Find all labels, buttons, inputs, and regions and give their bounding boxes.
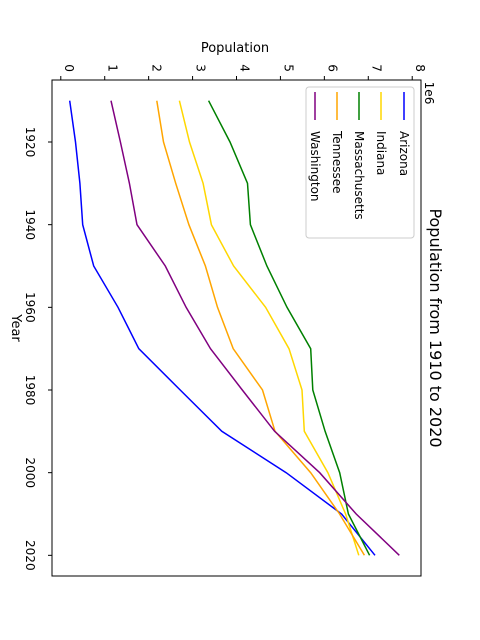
x-ticks: 1920 1940 1960 1980 2000 2020 [23, 127, 52, 571]
x-tick-label: 1920 [23, 127, 37, 158]
x-axis-title: Year [8, 313, 23, 342]
legend-label-tennessee: Tennessee [330, 130, 344, 194]
y-tick-label: 3 [194, 64, 208, 72]
y-tick-label: 6 [325, 64, 339, 72]
x-tick-label: 1960 [23, 292, 37, 323]
y-tick-label: 0 [62, 64, 76, 72]
y-tick-label: 7 [369, 64, 383, 72]
x-tick-label: 1940 [23, 209, 37, 240]
x-tick-label: 2020 [23, 540, 37, 571]
y-tick-label: 4 [238, 64, 252, 72]
legend-label-arizona: Arizona [397, 131, 411, 176]
legend-label-massachusetts: Massachusetts [352, 131, 366, 220]
legend-box [305, 86, 415, 239]
y-offset-text: 1e6 [422, 82, 436, 105]
chart-title: Population from 1910 to 2020 [426, 208, 445, 447]
plot-lines [68, 100, 400, 556]
x-tick-label: 1980 [23, 375, 37, 406]
y-tick-label: 5 [281, 64, 295, 72]
y-tick-label: 2 [150, 64, 164, 72]
series-line-washington [110, 100, 400, 556]
y-tick-label: 1 [106, 64, 120, 72]
plot-frame [51, 79, 422, 577]
series-line-tennessee [156, 100, 366, 556]
legend-label-indiana: Indiana [374, 131, 388, 175]
y-tick-label: 8 [413, 64, 427, 72]
y-ticks: 0 1 2 3 4 5 6 7 8 [60, 64, 427, 80]
series-line-massachusetts [207, 100, 371, 556]
series-line-arizona [68, 100, 376, 556]
series-line-indiana [178, 100, 360, 556]
y-axis-title: Population [201, 41, 269, 56]
legend-label-washington: Washington [308, 131, 322, 202]
x-tick-label: 2000 [23, 457, 37, 488]
legend: Arizona Indiana Massachusetts Tennessee Wash… [305, 86, 415, 239]
